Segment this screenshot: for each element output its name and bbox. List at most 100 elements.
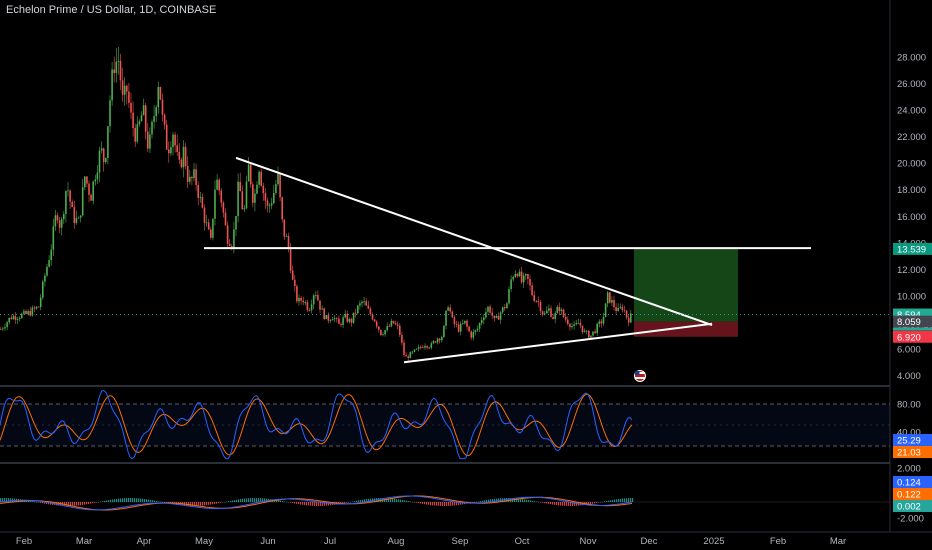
candle-body	[522, 275, 525, 283]
candle-body	[79, 215, 82, 218]
candle-body	[277, 173, 279, 185]
macd-histogram-bar	[74, 502, 76, 506]
macd-histogram-bar	[490, 499, 492, 502]
candle-body	[126, 85, 128, 92]
price-axis[interactable]: 4.0006.0008.00010.00012.00014.00016.0001…	[893, 53, 932, 382]
macd-histogram-bar	[620, 498, 622, 502]
macd-histogram-bar	[440, 502, 442, 506]
macd-histogram-bar	[416, 502, 418, 503]
candle-body	[415, 348, 418, 350]
candle-body	[436, 338, 439, 343]
macd-histogram-bar	[618, 499, 620, 502]
candle-body	[621, 307, 624, 310]
candle-body	[367, 305, 370, 309]
trend-lines[interactable]	[0, 156, 890, 364]
candle-body	[365, 301, 367, 306]
us-flag-icon[interactable]	[634, 370, 646, 382]
macd-histogram-bar	[204, 502, 206, 506]
macd-histogram-bar	[564, 502, 566, 506]
candle-body	[35, 306, 38, 309]
indicator-badge	[893, 434, 932, 446]
macd-histogram-bar	[30, 500, 32, 502]
price-badge	[893, 242, 932, 255]
macd-histogram-bar	[554, 502, 556, 505]
candle-body	[121, 80, 124, 95]
candle-body	[594, 331, 596, 334]
macd-histogram-bar	[308, 502, 310, 506]
candle-body	[378, 326, 380, 330]
macd-histogram-bar	[188, 502, 190, 506]
indicator-badge	[893, 476, 932, 488]
candle-body	[42, 281, 44, 298]
macd-histogram-bar	[410, 501, 412, 503]
macd-histogram-bar	[254, 498, 256, 502]
candle-body	[199, 196, 202, 198]
candle-body	[546, 310, 548, 314]
flag-stripe	[635, 372, 645, 374]
macd-histogram-bar	[568, 502, 570, 506]
macd-histogram-bar	[420, 502, 422, 504]
candle-body	[520, 271, 523, 283]
candle-body	[411, 351, 414, 353]
macd-histogram-bar	[68, 502, 70, 506]
macd-histogram-bar	[248, 498, 250, 502]
macd-histogram-bar	[262, 498, 264, 502]
candle-body	[598, 321, 601, 324]
candle-body	[291, 270, 294, 280]
candle-body	[499, 312, 502, 320]
macd-histogram-bar	[570, 502, 572, 506]
candle-body	[235, 216, 237, 230]
macd-histogram-bar	[626, 498, 628, 502]
macd-histogram-bar	[456, 502, 458, 506]
macd-histogram-bar	[46, 502, 48, 505]
macd-histogram-bar	[588, 502, 590, 505]
macd-histogram-bar	[610, 500, 612, 502]
candle-body	[279, 173, 281, 198]
macd-histogram-bar	[616, 499, 618, 502]
candle-body	[361, 301, 363, 304]
time-tick-label: Apr	[137, 536, 152, 547]
macd-histogram-bar	[302, 502, 304, 505]
macd-histogram-bar	[298, 502, 300, 505]
candle-body	[243, 208, 246, 210]
candle-body	[432, 341, 435, 344]
time-tick-label: Feb	[770, 536, 786, 547]
candle-body	[174, 134, 176, 146]
macd-histogram-bar	[414, 502, 416, 503]
candle-body	[163, 114, 166, 125]
macd-histogram-bar	[492, 499, 494, 502]
candle-body	[497, 315, 500, 320]
candle-body	[151, 121, 153, 135]
price-badge-label: 8.594	[897, 310, 921, 321]
candle-body	[168, 149, 170, 154]
macd-histogram-bar	[44, 502, 46, 504]
macd-histogram-bar	[42, 502, 44, 504]
candle-body	[159, 86, 162, 100]
candle-body	[396, 324, 399, 326]
candle-body	[98, 150, 101, 173]
macd-histogram-bar	[488, 499, 490, 502]
candle-body	[564, 317, 567, 320]
candle-body	[222, 202, 225, 213]
candle-body	[336, 318, 338, 320]
candle-body	[84, 176, 86, 188]
candle-body	[613, 300, 615, 308]
indicator-badge-label: 0.124	[897, 478, 921, 489]
macd-histogram-bar	[574, 502, 576, 506]
candle-body	[203, 207, 206, 224]
time-axis[interactable]: Feb Mar Apr May Jun Jul Aug Sep Oct Nov Dec 2025 Feb…	[16, 536, 846, 547]
macd-histogram-bar	[2, 498, 4, 502]
candle-body	[100, 148, 103, 151]
macd-histogram-bar	[104, 500, 106, 502]
macd-histogram-bar	[482, 500, 484, 502]
candle-body	[413, 349, 416, 352]
candle-body	[296, 286, 298, 302]
macd-histogram-bar	[282, 501, 284, 502]
macd-histogram-bar	[142, 498, 144, 502]
candle-body	[417, 347, 420, 349]
macd-histogram-bar	[486, 499, 488, 502]
candle-body	[592, 331, 594, 336]
time-tick-label: Feb	[16, 536, 32, 547]
